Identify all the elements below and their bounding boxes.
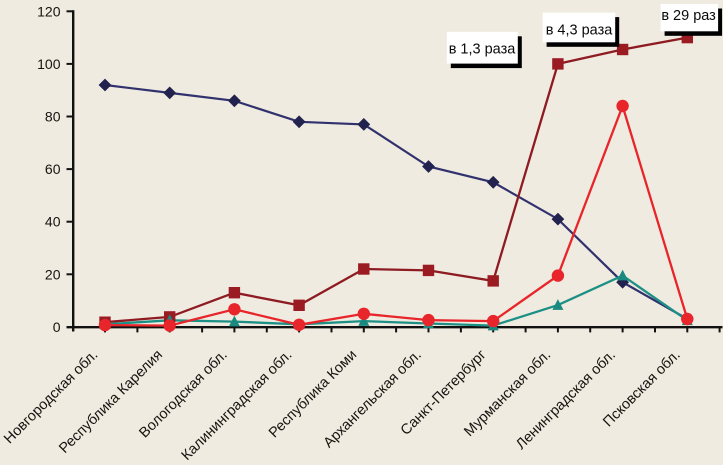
svg-text:в 1,3 раза: в 1,3 раза — [449, 42, 517, 58]
svg-text:100: 100 — [37, 56, 61, 72]
svg-text:80: 80 — [45, 109, 61, 125]
svg-text:40: 40 — [45, 214, 61, 230]
svg-text:120: 120 — [37, 3, 61, 19]
svg-text:в 29 раз: в 29 раз — [661, 8, 716, 24]
svg-text:в 4,3 раза: в 4,3 раза — [546, 23, 614, 39]
svg-text:60: 60 — [45, 161, 61, 177]
svg-text:0: 0 — [53, 319, 61, 335]
svg-text:20: 20 — [45, 266, 61, 282]
